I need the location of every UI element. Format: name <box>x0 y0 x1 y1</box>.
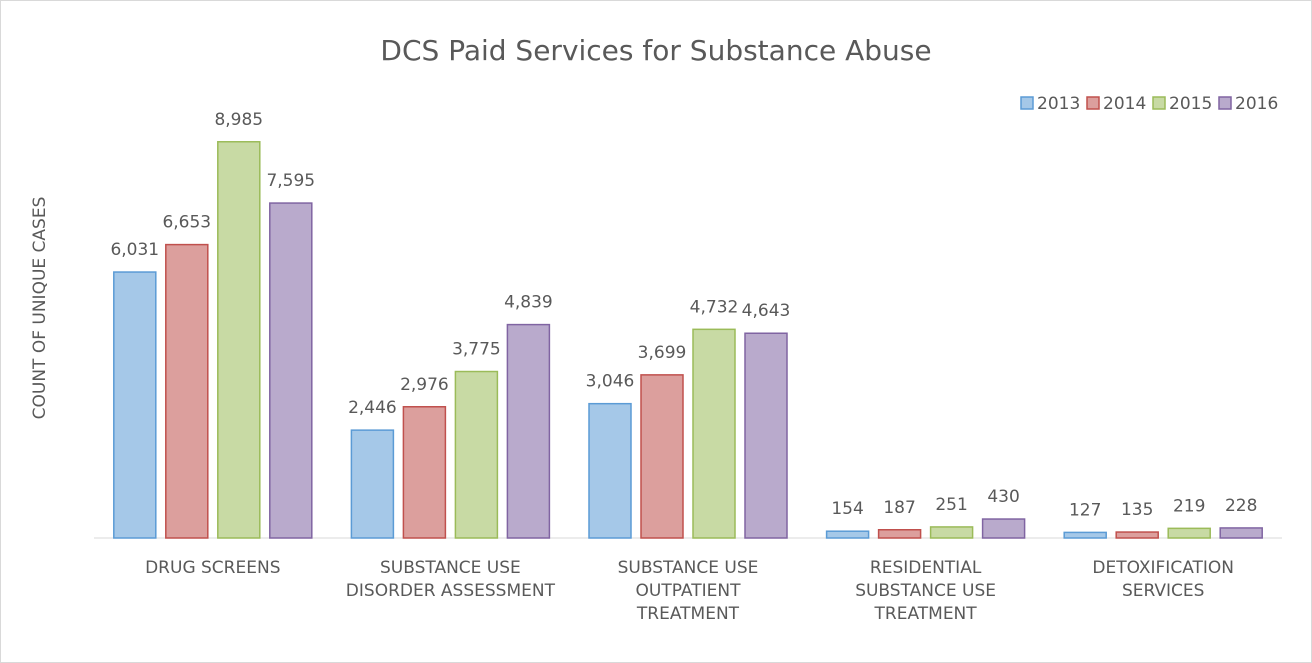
bar <box>692 328 736 539</box>
data-label: 228 <box>1225 496 1257 516</box>
x-tick-label: DETOXIFICATION SERVICES <box>1092 558 1234 601</box>
data-label: 2,976 <box>400 375 449 395</box>
data-label: 154 <box>831 499 863 519</box>
x-tick-label: SUBSTANCE USE DISORDER ASSESSMENT <box>345 558 555 601</box>
legend-swatch <box>1020 96 1034 110</box>
bar <box>1219 527 1263 539</box>
data-label: 135 <box>1121 500 1153 520</box>
legend-label: 2015 <box>1169 94 1212 114</box>
data-label: 6,653 <box>162 213 211 233</box>
data-label: 430 <box>987 487 1019 507</box>
data-label: 251 <box>935 495 967 515</box>
x-tick-label: RESIDENTIAL SUBSTANCE USE TREATMENT <box>855 558 996 624</box>
bar <box>165 243 209 539</box>
data-label: 7,595 <box>266 171 315 191</box>
bar <box>1115 531 1159 539</box>
data-label: 3,775 <box>452 340 501 360</box>
chart-title: DCS Paid Services for Substance Abuse <box>380 34 931 67</box>
bar <box>113 271 157 539</box>
bar <box>640 374 684 539</box>
data-label: 8,985 <box>214 110 263 130</box>
data-label: 6,031 <box>110 240 159 260</box>
legend-swatch <box>1086 96 1100 110</box>
bar <box>506 323 551 539</box>
data-label: 219 <box>1173 496 1205 516</box>
bar <box>1167 527 1211 539</box>
bar <box>269 202 313 539</box>
data-label: 3,046 <box>586 372 635 392</box>
bar <box>981 518 1026 539</box>
bar <box>402 406 447 539</box>
legend-swatch <box>1152 96 1166 110</box>
bar <box>588 402 632 539</box>
data-label: 187 <box>883 498 915 518</box>
data-label: 4,643 <box>742 301 791 321</box>
data-label: 4,839 <box>504 293 553 313</box>
data-label: 4,732 <box>690 297 739 317</box>
data-label: 2,446 <box>348 398 397 418</box>
data-label: 3,699 <box>638 343 687 363</box>
bar <box>350 429 395 539</box>
bar <box>929 526 974 539</box>
legend-label: 2013 <box>1037 94 1080 114</box>
data-label: 127 <box>1069 500 1101 520</box>
y-axis-label: COUNT OF UNIQUE CASES <box>30 197 50 420</box>
legend-swatch <box>1218 96 1232 110</box>
bar <box>877 529 922 539</box>
legend-label: 2014 <box>1103 94 1146 114</box>
legend-label: 2016 <box>1235 94 1278 114</box>
x-tick-label: DRUG SCREENS <box>145 558 281 578</box>
bar <box>454 370 499 539</box>
x-tick-label: SUBSTANCE USE OUTPATIENT TREATMENT <box>617 558 759 624</box>
bar <box>825 530 870 539</box>
bar <box>744 332 788 539</box>
bar <box>217 141 261 539</box>
bar <box>1063 531 1107 539</box>
